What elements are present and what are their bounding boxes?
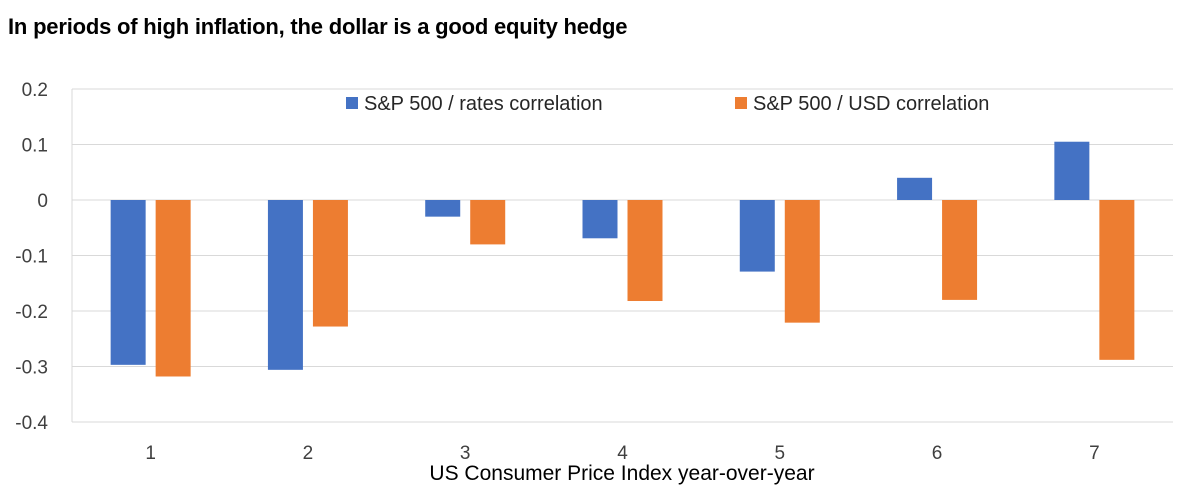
legend-label: S&P 500 / rates correlation — [364, 93, 603, 115]
rates-corr-bar-4 — [582, 200, 618, 239]
rates-corr-bar-7 — [1054, 141, 1090, 200]
y-tick-label: -0.2 — [15, 302, 48, 323]
y-tick-label: -0.3 — [15, 358, 48, 379]
usd-corr-bar-4 — [627, 200, 663, 302]
usd-corr-bar-3 — [470, 200, 506, 245]
legend-label: S&P 500 / USD correlation — [753, 93, 989, 115]
usd-corr-bar-6 — [942, 200, 978, 300]
y-tick-label: -0.4 — [15, 413, 48, 434]
x-tick-label: 6 — [932, 443, 943, 464]
y-tick-label: 0.1 — [22, 136, 48, 157]
x-axis-title: US Consumer Price Index year-over-year — [429, 462, 814, 485]
rates-corr-bar-1 — [110, 200, 146, 365]
usd-corr-bar-2 — [312, 200, 348, 327]
legend-swatch — [735, 97, 747, 109]
usd-corr-bar-1 — [155, 200, 191, 377]
y-tick-label: 0.2 — [22, 80, 48, 101]
legend: S&P 500 / rates correlation S&P 500 / USD… — [346, 93, 989, 115]
rates-corr-bar-5 — [739, 200, 775, 272]
y-tick-label: 0 — [37, 191, 48, 212]
x-tick-label: 7 — [1089, 443, 1100, 464]
x-axis-ticks: 1 2 3 4 5 6 7 — [145, 443, 1099, 464]
y-tick-label: -0.1 — [15, 247, 48, 268]
rates-corr-bar-6 — [897, 177, 933, 200]
y-axis-ticks: 0.2 0.1 0 -0.1 -0.2 -0.3 -0.4 — [15, 80, 48, 434]
gridlines — [71, 88, 1173, 423]
x-tick-label: 4 — [617, 443, 628, 464]
rates-corr-bar-3 — [425, 200, 461, 217]
chart-title: In periods of high inflation, the dollar… — [8, 14, 628, 39]
usd-corr-bar-5 — [784, 200, 820, 323]
bars — [110, 141, 1135, 377]
legend-swatch — [346, 97, 358, 109]
usd-corr-bar-7 — [1099, 200, 1135, 360]
x-tick-label: 2 — [303, 443, 314, 464]
x-tick-label: 5 — [774, 443, 785, 464]
x-tick-label: 1 — [145, 443, 156, 464]
rates-corr-bar-2 — [267, 200, 303, 370]
x-tick-label: 3 — [460, 443, 471, 464]
